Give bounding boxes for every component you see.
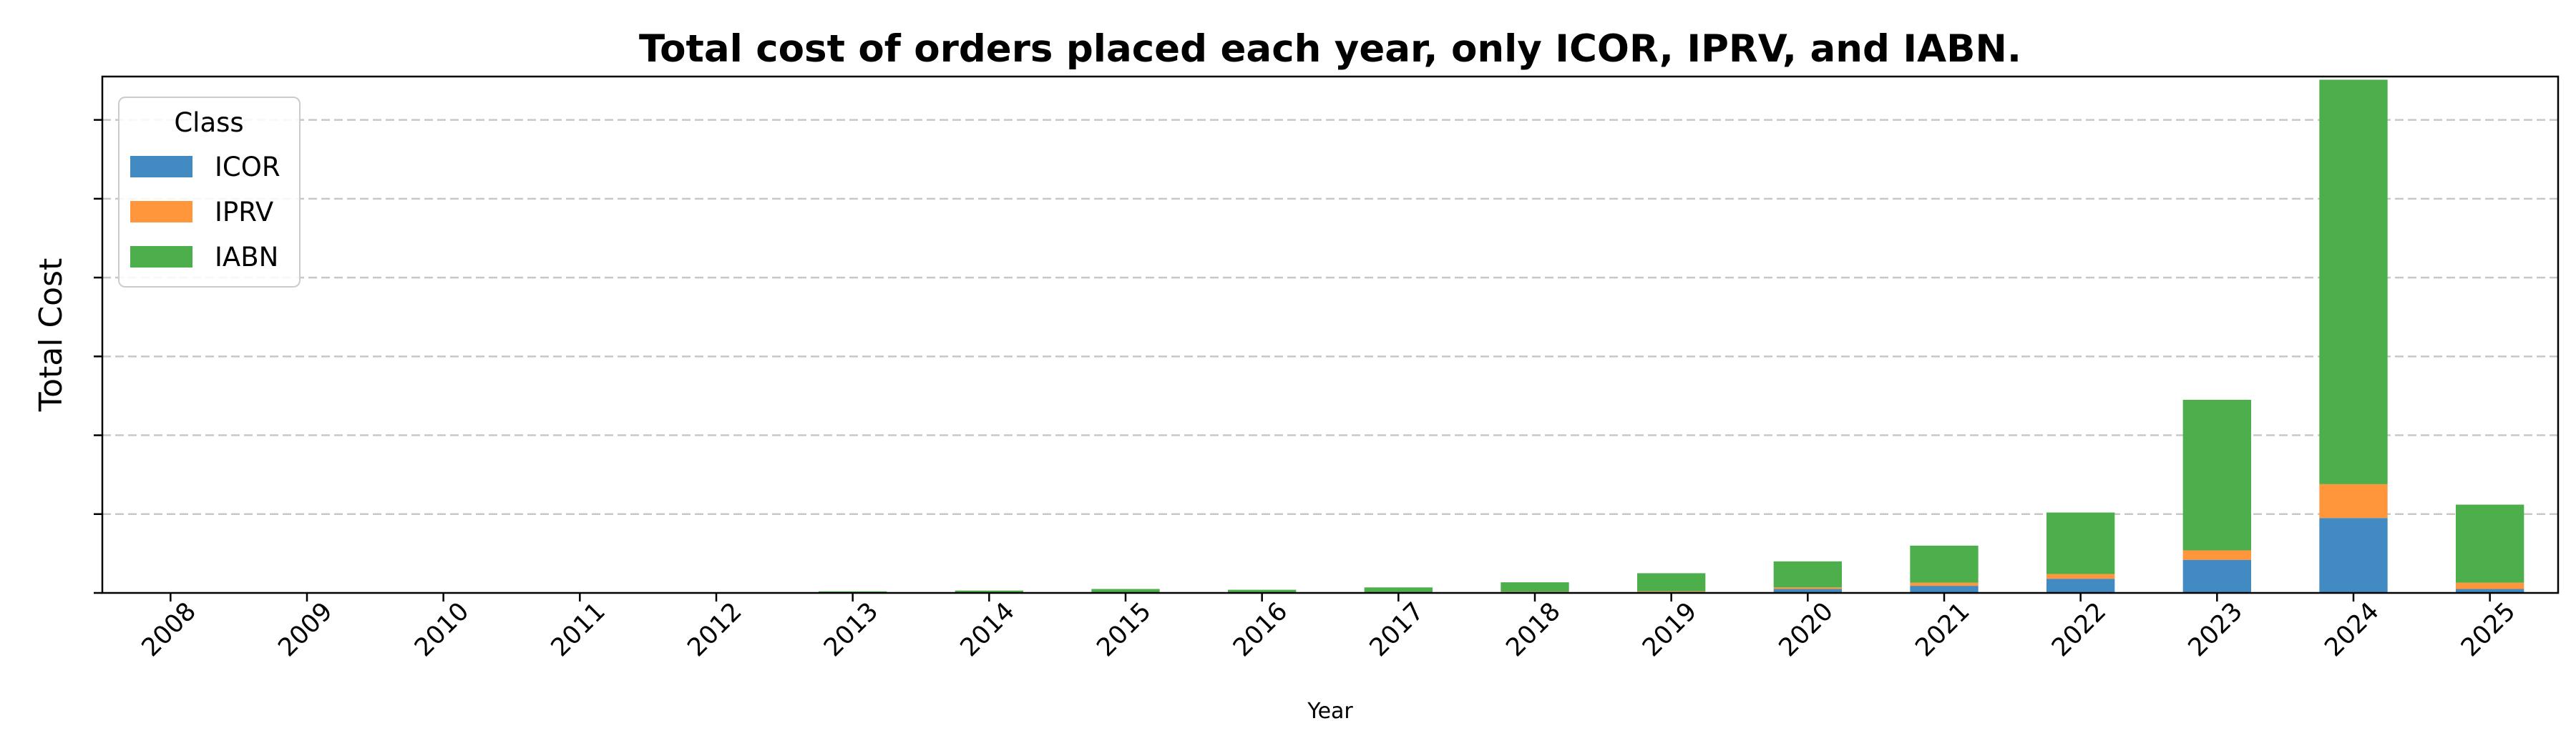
bar-segment-iprv bbox=[2456, 582, 2524, 589]
x-axis-label: Year bbox=[1307, 699, 1353, 724]
gridlines bbox=[102, 119, 2558, 516]
legend-label-icor: ICOR bbox=[215, 152, 280, 182]
legend-swatch-icor bbox=[130, 156, 192, 177]
legend-label-iprv: IPRV bbox=[215, 197, 273, 227]
legend-title: Class bbox=[174, 107, 243, 138]
bar-segment-iabn bbox=[1091, 589, 1160, 593]
bars bbox=[136, 79, 2524, 594]
bar-segment-icor bbox=[1910, 586, 1979, 593]
legend: Class ICOR IPRV IABN bbox=[118, 97, 301, 288]
bar-segment-iabn bbox=[1364, 587, 1433, 593]
bar-segment-icor bbox=[2456, 589, 2524, 593]
bar-segment-iabn bbox=[1637, 573, 1706, 592]
bar-segment-iprv bbox=[1773, 587, 1842, 589]
bar-segment-iprv bbox=[2046, 574, 2115, 579]
bar-segment-iabn bbox=[955, 590, 1023, 593]
bar-segment-iabn bbox=[2182, 399, 2251, 551]
bar-segment-iabn bbox=[2046, 512, 2115, 574]
bar-segment-icor bbox=[2319, 518, 2388, 593]
y-axis-label: Total Cost bbox=[33, 258, 69, 413]
bar-segment-icor bbox=[2046, 579, 2115, 593]
bar-segment-iprv bbox=[2182, 550, 2251, 560]
bar-segment-iabn bbox=[1773, 561, 1842, 588]
legend-label-iabn: IABN bbox=[215, 242, 278, 273]
bar-segment-icor bbox=[2182, 559, 2251, 593]
bar-segment-iprv bbox=[2319, 484, 2388, 519]
bar-segment-icor bbox=[1773, 589, 1842, 593]
bar-segment-iabn bbox=[2319, 79, 2388, 484]
bar-segment-iabn bbox=[2456, 504, 2524, 583]
bar-segment-iprv bbox=[1910, 582, 1979, 586]
bar-segment-iabn bbox=[1910, 545, 1979, 583]
chart-title: Total cost of orders placed each year, o… bbox=[639, 27, 2021, 71]
legend-swatch-iabn bbox=[130, 246, 192, 267]
legend-items: ICOR IPRV IABN bbox=[130, 152, 280, 273]
plot-frame bbox=[101, 75, 2560, 594]
legend-swatch-iprv bbox=[130, 201, 192, 222]
legend-box bbox=[118, 97, 301, 288]
y-ticks bbox=[94, 119, 102, 594]
bar-segment-iabn bbox=[1501, 582, 1569, 592]
bar-segment-iabn bbox=[1228, 589, 1297, 593]
